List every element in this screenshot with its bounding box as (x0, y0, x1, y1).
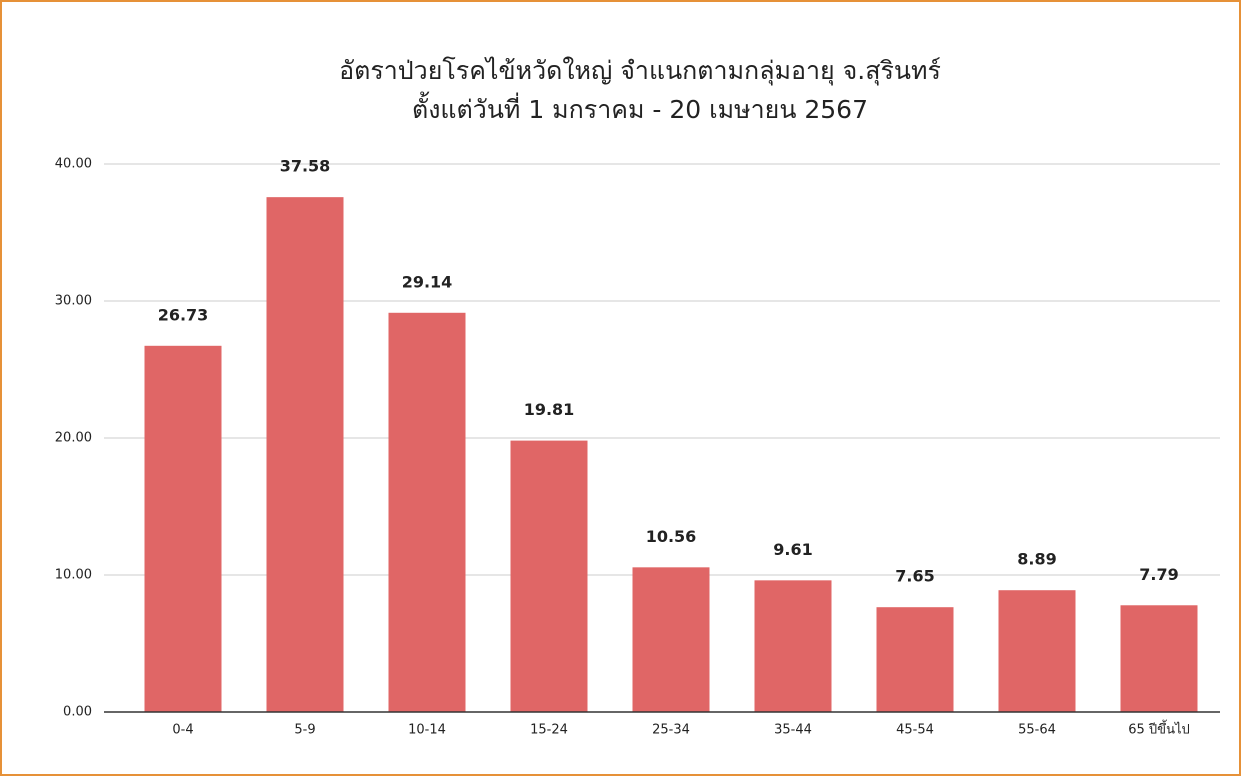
x-tick-label: 65 ปีขึ้นไป (1128, 720, 1190, 738)
data-label: 19.81 (524, 400, 575, 419)
x-tick-label: 35-44 (774, 723, 812, 738)
bar (876, 607, 954, 712)
data-label: 10.56 (646, 527, 697, 546)
x-tick-label: 0-4 (172, 723, 193, 738)
chart-subtitle: ตั้งแต่วันที่ 1 มกราคม - 20 เมษายน 2567 (412, 91, 868, 124)
bar (510, 440, 588, 712)
data-label: 37.58 (280, 157, 331, 176)
x-tick-label: 15-24 (530, 723, 568, 738)
bar (388, 312, 466, 712)
y-tick-label: 0.00 (63, 705, 92, 720)
x-tick-label: 25-34 (652, 723, 690, 738)
bar (754, 580, 832, 712)
data-label: 8.89 (1017, 550, 1056, 569)
bar (266, 197, 344, 713)
data-label: 7.65 (895, 567, 934, 586)
y-tick-label: 30.00 (55, 294, 92, 309)
data-label: 9.61 (773, 540, 812, 559)
x-tick-label: 45-54 (896, 723, 934, 738)
y-tick-label: 20.00 (55, 431, 92, 446)
bar (998, 590, 1076, 712)
bar (144, 345, 222, 712)
data-label: 26.73 (158, 305, 209, 324)
y-tick-label: 10.00 (55, 568, 92, 583)
chart-title: อัตราป่วยโรคไข้หวัดใหญ่ จำแนกตามกลุ่มอาย… (339, 56, 941, 86)
bar (1120, 605, 1198, 712)
data-label: 29.14 (402, 272, 453, 291)
bar (632, 567, 710, 712)
x-tick-label: 10-14 (408, 723, 446, 738)
x-tick-label: 5-9 (294, 723, 315, 738)
y-tick-label: 40.00 (55, 157, 92, 172)
x-tick-label: 55-64 (1018, 723, 1056, 738)
data-label: 7.79 (1139, 565, 1178, 584)
